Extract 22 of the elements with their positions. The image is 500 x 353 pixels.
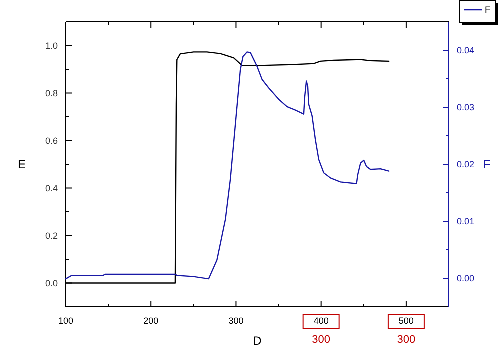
y-tick-label: 1.0 (45, 40, 58, 51)
x-tick-label: 500 (398, 316, 414, 326)
y-tick-label: 0.0 (45, 278, 58, 288)
y-tick-label: 0.6 (45, 136, 58, 146)
y2-axis-title: F (483, 158, 491, 172)
y-tick-label: 0.4 (45, 183, 58, 194)
y-axis-title: E (18, 158, 26, 172)
y2-tick-label: 0.00 (457, 274, 475, 284)
y-tick-label: 0.2 (45, 230, 58, 241)
x-tick-label: 100 (58, 316, 74, 326)
text: 300 (312, 334, 331, 346)
x-tick-label: 200 (144, 316, 159, 326)
legend-label: F (485, 5, 491, 15)
y2-tick-label: 0.03 (457, 102, 475, 112)
x-tick-label: 300 (228, 316, 244, 326)
y-tick-label: 0.8 (45, 88, 58, 98)
y2-tick-label: 0.02 (457, 160, 475, 170)
y2-tick-label: 0.01 (457, 216, 475, 226)
x-axis-title: D (253, 334, 262, 348)
text: 300 (397, 334, 416, 346)
y2-tick-label: 0.04 (457, 46, 475, 56)
x-tick-label: 400 (314, 316, 329, 326)
